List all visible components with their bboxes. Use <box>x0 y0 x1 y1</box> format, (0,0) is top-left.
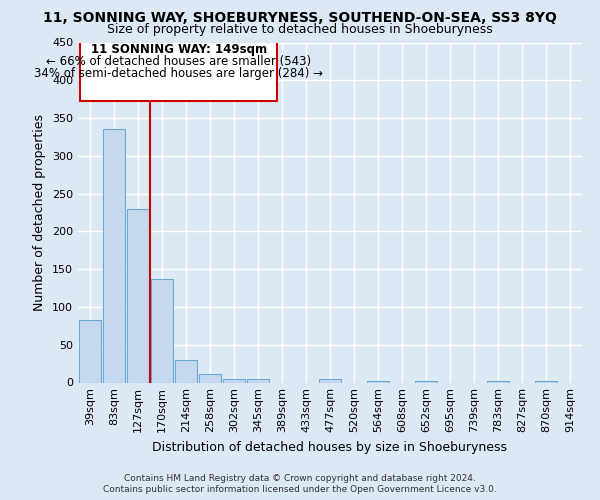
Text: 34% of semi-detached houses are larger (284) →: 34% of semi-detached houses are larger (… <box>34 68 323 80</box>
Text: ← 66% of detached houses are smaller (543): ← 66% of detached houses are smaller (54… <box>46 56 311 68</box>
Bar <box>487 381 509 382</box>
Text: 11, SONNING WAY, SHOEBURYNESS, SOUTHEND-ON-SEA, SS3 8YQ: 11, SONNING WAY, SHOEBURYNESS, SOUTHEND-… <box>43 11 557 25</box>
FancyBboxPatch shape <box>80 38 277 102</box>
Y-axis label: Number of detached properties: Number of detached properties <box>34 114 46 311</box>
Bar <box>103 130 125 382</box>
Text: Size of property relative to detached houses in Shoeburyness: Size of property relative to detached ho… <box>107 22 493 36</box>
Bar <box>151 279 173 382</box>
Bar <box>127 210 149 382</box>
Bar <box>79 320 101 382</box>
Bar <box>535 381 557 382</box>
Text: Contains HM Land Registry data © Crown copyright and database right 2024.
Contai: Contains HM Land Registry data © Crown c… <box>103 474 497 494</box>
Bar <box>319 380 341 382</box>
Bar <box>247 378 269 382</box>
X-axis label: Distribution of detached houses by size in Shoeburyness: Distribution of detached houses by size … <box>152 441 508 454</box>
Bar <box>415 381 437 382</box>
Text: 11 SONNING WAY: 149sqm: 11 SONNING WAY: 149sqm <box>91 44 267 57</box>
Bar <box>223 380 245 382</box>
Bar <box>199 374 221 382</box>
Bar <box>367 381 389 382</box>
Bar <box>175 360 197 382</box>
